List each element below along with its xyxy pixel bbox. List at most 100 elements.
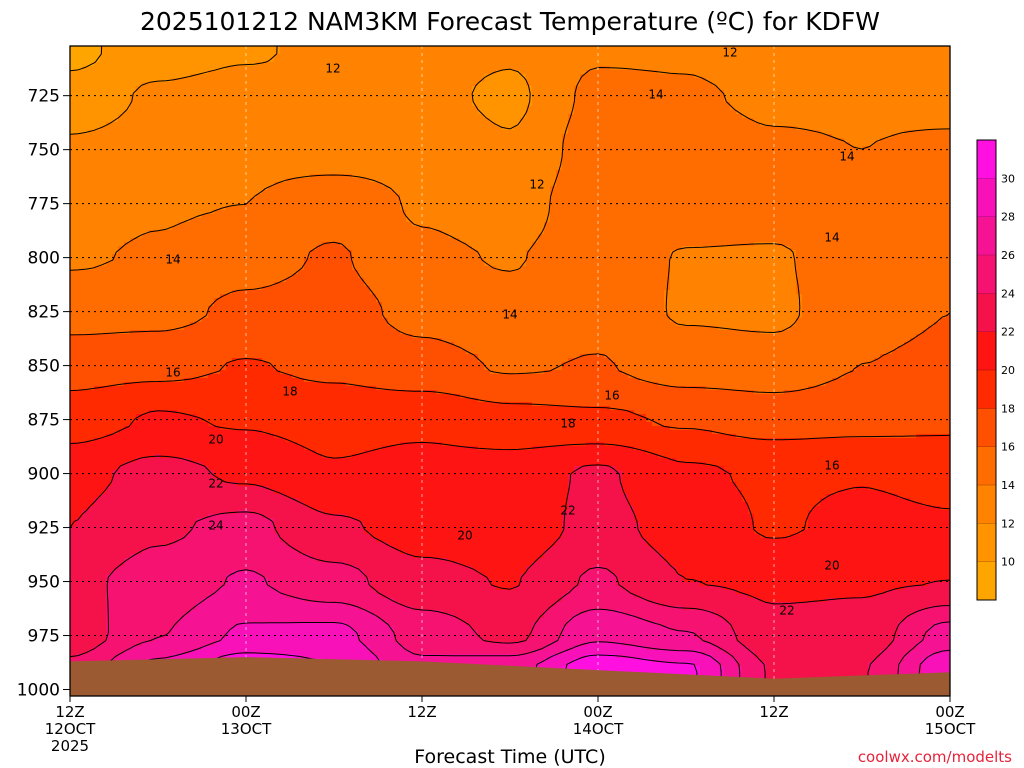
temp-cell (202, 382, 209, 387)
temp-cell (130, 278, 137, 283)
temp-cell (172, 326, 179, 331)
temp-cell (196, 326, 203, 331)
temp-cell (112, 206, 119, 211)
temp-cell (190, 330, 197, 335)
temp-cell (88, 102, 95, 107)
temp-cell (154, 162, 161, 167)
temp-cell (100, 534, 107, 539)
temp-cell (94, 50, 101, 55)
temp-cell (130, 302, 137, 307)
temp-cell (136, 610, 143, 615)
temp-cell (148, 350, 155, 355)
temp-cell (250, 394, 257, 399)
temp-cell (106, 534, 113, 539)
temp-cell (154, 106, 161, 111)
temp-cell (124, 438, 131, 443)
temp-cell (130, 282, 137, 287)
temp-cell (160, 338, 167, 343)
temp-cell (244, 502, 251, 507)
temp-cell (214, 386, 221, 391)
temp-cell (82, 414, 89, 419)
temp-cell (172, 414, 179, 419)
temp-cell (184, 210, 191, 215)
temp-cell (118, 178, 125, 183)
temp-cell (220, 102, 227, 107)
temp-cell (232, 66, 239, 71)
temp-cell (232, 630, 239, 635)
temp-cell (106, 350, 113, 355)
temp-cell (112, 558, 119, 563)
temp-cell (220, 46, 227, 51)
temp-cell (76, 306, 83, 311)
temp-cell (238, 430, 245, 435)
temp-cell (136, 430, 143, 435)
temp-cell (190, 562, 197, 567)
temp-cell (148, 486, 155, 491)
temp-cell (190, 398, 197, 403)
temp-cell (106, 594, 113, 599)
temp-cell (226, 210, 233, 215)
temp-cell (208, 294, 215, 299)
temp-cell (148, 358, 155, 363)
temp-cell (100, 558, 107, 563)
temp-cell (118, 214, 125, 219)
temp-cell (136, 286, 143, 291)
temp-cell (100, 390, 107, 395)
temp-cell (220, 258, 227, 263)
temp-cell (70, 250, 77, 255)
temp-cell (142, 642, 149, 647)
temp-cell (136, 338, 143, 343)
temp-cell (88, 330, 95, 335)
temp-cell (94, 174, 101, 179)
temp-cell (232, 646, 239, 651)
temp-cell (244, 306, 251, 311)
temp-cell (178, 418, 185, 423)
temp-cell (148, 630, 155, 635)
temp-cell (160, 242, 167, 247)
temp-cell (166, 162, 173, 167)
temp-cell (214, 546, 221, 551)
temp-cell (208, 254, 215, 259)
temp-cell (214, 494, 221, 499)
temp-cell (136, 450, 143, 455)
temp-cell (244, 326, 251, 331)
temp-cell (160, 178, 167, 183)
temp-cell (160, 202, 167, 207)
temp-cell (70, 162, 77, 167)
temp-cell (94, 198, 101, 203)
temp-cell (76, 498, 83, 503)
temp-cell (142, 58, 149, 63)
temp-cell (88, 166, 95, 171)
temp-cell (124, 66, 131, 71)
temp-cell (124, 426, 131, 431)
temp-cell (250, 358, 257, 363)
temp-cell (178, 106, 185, 111)
temp-cell (196, 166, 203, 171)
temp-cell (136, 630, 143, 635)
temp-cell (100, 338, 107, 343)
temp-cell (142, 442, 149, 447)
temp-cell (202, 206, 209, 211)
temp-cell (166, 598, 173, 603)
temp-cell (76, 254, 83, 259)
temp-cell (238, 622, 245, 627)
temp-cell (238, 562, 245, 567)
temp-cell (184, 122, 191, 127)
temp-cell (136, 434, 143, 439)
temp-cell (214, 630, 221, 635)
temp-cell (142, 610, 149, 615)
temp-cell (154, 578, 161, 583)
temp-cell (82, 618, 89, 623)
temp-cell (154, 590, 161, 595)
temp-cell (70, 550, 77, 555)
temp-cell (214, 454, 221, 459)
temp-cell (190, 646, 197, 651)
temp-cell (88, 206, 95, 211)
temp-cell (190, 174, 197, 179)
temp-cell (136, 210, 143, 215)
temp-cell (82, 482, 89, 487)
temp-cell (214, 654, 221, 659)
temp-cell (76, 70, 83, 75)
temp-cell (136, 542, 143, 547)
temp-cell (136, 170, 143, 175)
